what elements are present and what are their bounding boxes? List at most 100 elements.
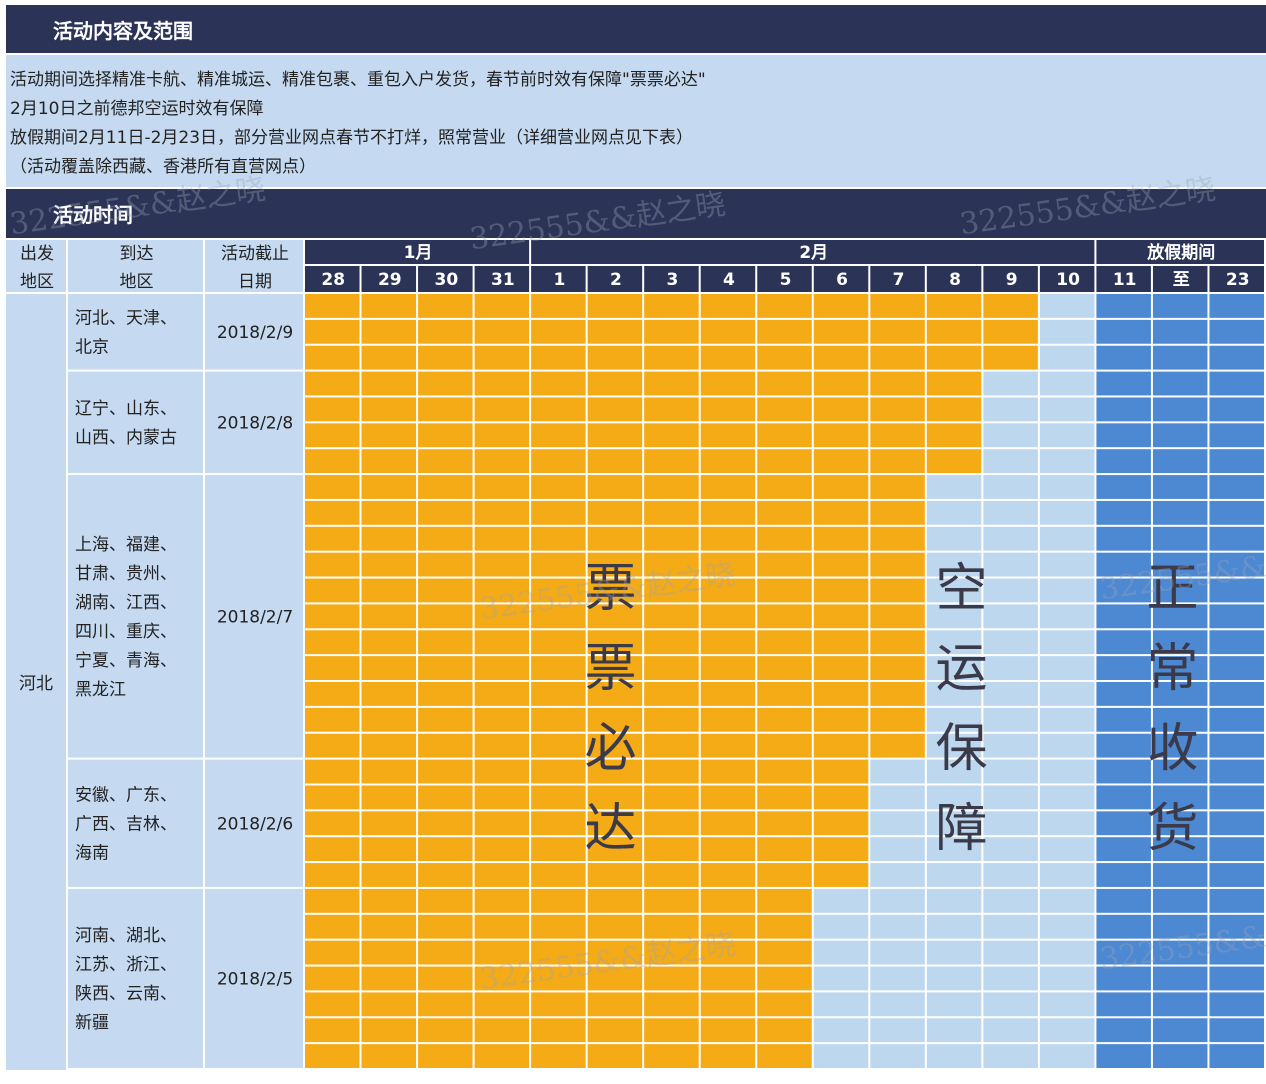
day-label: 10 [1056,270,1080,290]
schedule-cell [1096,914,1151,939]
day-cell [757,266,812,292]
schedule-cell [1039,371,1095,396]
schedule-cell [1152,475,1208,499]
schedule-cell [813,992,869,1017]
schedule-cell [644,552,699,577]
schedule-cell [1039,888,1095,913]
schedule-cell [983,604,1038,629]
schedule-cell [870,656,925,680]
schedule-cell [644,707,699,732]
schedule-cell [531,785,586,810]
schedule-cell [700,552,756,577]
schedule-cell [531,837,586,862]
region: 山西、内蒙古 [75,428,177,448]
schedule-cell [926,914,982,939]
schedule-cell [1039,345,1095,370]
schedule-cell [361,526,417,551]
schedule-cell [1152,914,1208,939]
schedule-cell [418,294,473,318]
schedule-cell [531,371,586,396]
schedule-cell [1096,1018,1151,1043]
schedule-cell [361,863,417,887]
schedule-cell [1096,1044,1151,1068]
schedule-cell [418,992,473,1017]
schedule-cell [1209,397,1264,422]
schedule-cell [361,837,417,862]
schedule-cell [1039,811,1095,836]
schedule-cell [813,682,869,706]
day-label: 5 [780,270,792,290]
schedule-cell [1152,578,1208,603]
schedule-cell [474,423,530,448]
schedule-cell [474,604,530,629]
schedule-cell [531,1018,586,1043]
schedule-cell [474,733,530,758]
schedule-cell [644,630,699,655]
schedule-cell [418,423,473,448]
schedule-cell [1152,811,1208,836]
schedule-cell [1096,733,1151,758]
schedule-cell [1209,449,1264,474]
schedule-cell [700,526,756,551]
schedule-cell [587,397,643,422]
schedule-cell [587,604,643,629]
column-header: 到达 [120,244,154,264]
region-cell [68,759,203,887]
schedule-cell [305,888,360,913]
schedule-cell [870,759,925,784]
schedule-cell [531,526,586,551]
schedule-cell [926,604,982,629]
schedule-cell [587,345,643,370]
schedule-cell [757,966,812,991]
schedule-cell [474,888,530,913]
day-label: 6 [836,270,848,290]
schedule-cell [587,656,643,680]
day-label: 2 [610,270,622,290]
schedule-cell [1039,966,1095,991]
schedule-cell [1039,1018,1095,1043]
schedule-cell [1039,500,1095,525]
schedule-cell [1096,345,1151,370]
schedule-cell [1096,423,1151,448]
schedule-cell [813,888,869,913]
schedule-cell [1209,371,1264,396]
schedule-cell [531,423,586,448]
schedule-cell [644,294,699,318]
schedule-cell [361,888,417,913]
schedule-cell [926,630,982,655]
schedule-cell [700,319,756,344]
schedule-cell [757,992,812,1017]
schedule-cell [757,552,812,577]
schedule-cell [1096,656,1151,680]
schedule-cell [587,294,643,318]
schedule-cell [1039,682,1095,706]
schedule-cell [305,630,360,655]
schedule-cell [870,707,925,732]
schedule-cell [474,397,530,422]
day-cell [474,266,530,292]
schedule-cell [700,449,756,474]
schedule-cell [1096,837,1151,862]
schedule-cell [305,759,360,784]
schedule-cell [1209,759,1264,784]
day-label: 23 [1226,270,1250,290]
schedule-cell [983,294,1038,318]
deadline-cell [205,888,303,1068]
schedule-cell [1039,992,1095,1017]
schedule-cell [926,733,982,758]
title: 活动内容及范围 [53,19,193,43]
schedule-cell [1209,1018,1264,1043]
schedule-cell [926,888,982,913]
schedule-cell [305,863,360,887]
schedule-cell [757,759,812,784]
day-cell [305,266,360,292]
region: 陕西、云南、 [75,984,177,1004]
schedule-cell [361,371,417,396]
schedule-cell [983,371,1038,396]
schedule-cell [305,966,360,991]
schedule-cell [926,863,982,887]
schedule-cell [1152,604,1208,629]
schedule-cell [531,475,586,499]
region: 辽宁、山东、 [75,399,177,419]
schedule-cell [644,682,699,706]
